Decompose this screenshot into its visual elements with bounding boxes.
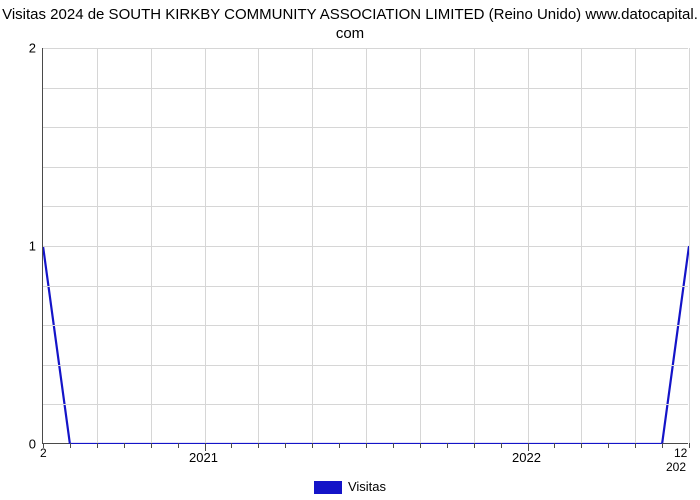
x-corner-right-top: 12 [674, 446, 687, 460]
chart-title: Visitas 2024 de SOUTH KIRKBY COMMUNITY A… [0, 0, 700, 44]
x-minor-tick [501, 443, 502, 448]
gridline-v [366, 48, 367, 443]
chart-area: 2 12 202 01220212022 [42, 48, 688, 444]
y-axis-label: 2 [29, 41, 36, 56]
x-minor-tick [97, 443, 98, 448]
x-minor-tick [366, 443, 367, 448]
x-minor-tick [447, 443, 448, 448]
gridline-v [312, 48, 313, 443]
gridline-v [635, 48, 636, 443]
x-minor-tick [689, 443, 690, 448]
x-corner-left: 2 [40, 446, 47, 460]
gridline-v [474, 48, 475, 443]
x-minor-tick [420, 443, 421, 448]
gridline-v [420, 48, 421, 443]
x-minor-tick [608, 443, 609, 448]
x-minor-tick [124, 443, 125, 448]
x-minor-tick [393, 443, 394, 448]
legend-label: Visitas [348, 479, 386, 494]
gridline-v [581, 48, 582, 443]
title-line-1: Visitas 2024 de SOUTH KIRKBY COMMUNITY A… [2, 6, 698, 23]
x-minor-tick [554, 443, 555, 448]
legend: Visitas [0, 479, 700, 494]
y-axis-label: 1 [29, 239, 36, 254]
title-line-2: com [336, 25, 364, 42]
gridline-v [151, 48, 152, 443]
x-minor-tick [70, 443, 71, 448]
x-minor-tick [178, 443, 179, 448]
x-axis-label: 2021 [189, 450, 218, 465]
legend-swatch-icon [314, 481, 342, 494]
gridline-v [689, 48, 690, 443]
plot-region [42, 48, 688, 444]
x-minor-tick [339, 443, 340, 448]
x-minor-tick [285, 443, 286, 448]
y-axis-label: 0 [29, 437, 36, 452]
x-corner-right-bottom: 202 [666, 460, 686, 474]
gridline-v [97, 48, 98, 443]
x-minor-tick [151, 443, 152, 448]
x-minor-tick [662, 443, 663, 448]
x-minor-tick [581, 443, 582, 448]
x-minor-tick [635, 443, 636, 448]
gridline-v [205, 48, 206, 443]
gridline-v [528, 48, 529, 443]
x-minor-tick [474, 443, 475, 448]
x-axis-label: 2022 [512, 450, 541, 465]
x-minor-tick [312, 443, 313, 448]
gridline-v [258, 48, 259, 443]
x-minor-tick [231, 443, 232, 448]
x-minor-tick [258, 443, 259, 448]
